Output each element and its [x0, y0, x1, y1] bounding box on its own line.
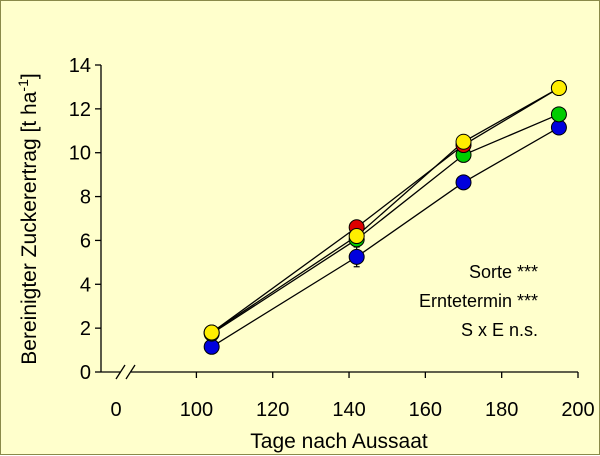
y-axis-label: Bereinigter Zuckerertrag [t ha-1]	[15, 73, 41, 364]
y-axis-label-superscript: -1	[15, 79, 31, 92]
x-tick-label: 180	[485, 399, 518, 421]
axis-break-mark-2	[125, 364, 136, 380]
series-1-point	[550, 106, 567, 123]
y-axis-label-close: ]	[18, 73, 41, 79]
series-3-point	[203, 324, 220, 341]
x-axis-label: Tage nach Aussaat	[250, 430, 428, 453]
y-tick-label: 2	[80, 318, 91, 340]
annotation-erntetermin: Erntetermin ***	[419, 291, 538, 311]
series-3-point	[455, 133, 472, 150]
y-tick-label: 8	[80, 187, 91, 209]
series-3-point	[348, 228, 365, 245]
y-tick-label: 0	[80, 362, 91, 384]
series-0-line	[211, 126, 560, 348]
series-1-line	[211, 113, 560, 335]
y-axis-label-main: Bereinigter Zuckerertrag [t ha	[18, 91, 41, 364]
series-0-point	[348, 248, 365, 265]
axes	[100, 65, 578, 380]
axis-break-mark-1	[115, 364, 126, 380]
x-tick-label: 0	[110, 399, 121, 421]
annotation-sorte: Sorte ***	[469, 262, 538, 282]
x-tick-label: 140	[332, 399, 365, 421]
annotation-interaction: S x E n.s.	[461, 320, 538, 340]
y-tick-label: 10	[69, 143, 91, 165]
y-tick-label: 12	[69, 99, 91, 121]
y-tick-label: 6	[80, 230, 91, 252]
series-3-point	[550, 80, 567, 97]
x-tick-label: 200	[561, 399, 594, 421]
y-tick-label: 14	[69, 55, 91, 77]
series-3-line	[211, 87, 560, 334]
x-tick-label: 120	[256, 399, 289, 421]
x-tick-label: 100	[180, 399, 213, 421]
series-2-line	[211, 87, 560, 334]
x-tick-label: 160	[409, 399, 442, 421]
y-tick-label: 4	[80, 274, 91, 296]
series-0-point	[455, 174, 472, 191]
